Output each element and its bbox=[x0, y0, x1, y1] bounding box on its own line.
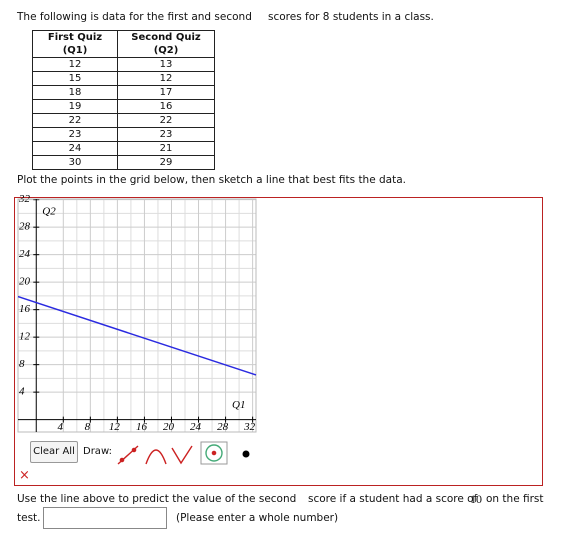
x-tick-label: 12 bbox=[109, 421, 121, 433]
table-row: 30 29 bbox=[32, 155, 215, 170]
answer-input[interactable] bbox=[43, 507, 167, 529]
header-cell: Second Quiz (Q2) bbox=[117, 30, 215, 58]
question-text: Use the line above to predict the value … bbox=[17, 493, 297, 505]
y-tick-label: 24 bbox=[19, 248, 31, 260]
x-tick-label: 16 bbox=[136, 421, 148, 433]
y-tick-label: 16 bbox=[19, 303, 31, 315]
fit-line bbox=[17, 295, 257, 376]
y-tick-label: 8 bbox=[19, 358, 25, 370]
instruction: Plot the points in the grid below, then … bbox=[17, 174, 407, 186]
table-row: 19 16 bbox=[32, 99, 215, 114]
x-axis-label: Q1 bbox=[232, 399, 245, 411]
question-text: test. bbox=[17, 512, 41, 524]
x-tick-label: 4 bbox=[58, 421, 64, 433]
x-tick-label: 28 bbox=[217, 421, 229, 433]
table-cell: 30 bbox=[32, 155, 118, 170]
y-tick-label: 4 bbox=[19, 386, 25, 398]
x-tick-label: 24 bbox=[190, 421, 202, 433]
question-text: on the first bbox=[486, 493, 544, 505]
question-number: 10 bbox=[470, 492, 482, 506]
plot-border bbox=[17, 198, 257, 433]
data-table: First Quiz (Q1) Second Quiz (Q2) 12 13 15 12 1… bbox=[32, 30, 215, 170]
close-icon[interactable]: × bbox=[19, 468, 30, 483]
y-tick-label: 28 bbox=[19, 221, 31, 233]
x-tick-label: 32 bbox=[243, 421, 256, 433]
question-text: score if a student had a score of bbox=[308, 493, 478, 505]
table-cell: 29 bbox=[117, 155, 215, 170]
y-tick-label: 20 bbox=[19, 276, 31, 288]
x-tick-label: 8 bbox=[85, 421, 91, 433]
y-tick-label: 12 bbox=[19, 331, 31, 343]
intro-text: scores for 8 students in a class. bbox=[268, 11, 434, 23]
table-row: 15 12 bbox=[32, 71, 215, 86]
table-row: 18 17 bbox=[32, 85, 215, 100]
intro-text: The following is data for the first and … bbox=[17, 11, 252, 23]
graph-frame bbox=[14, 197, 543, 486]
draw-label: Draw: bbox=[83, 446, 112, 457]
x-tick-label: 20 bbox=[163, 421, 175, 433]
y-axis-label: Q2 bbox=[42, 206, 56, 218]
clear-all-button[interactable]: Clear All bbox=[30, 441, 78, 463]
header-row: First Quiz (Q1) Second Quiz (Q2) bbox=[32, 30, 215, 58]
draw-tools[interactable] bbox=[117, 441, 250, 465]
hint: (Please enter a whole number) bbox=[176, 512, 339, 524]
table-row: 24 21 bbox=[32, 141, 215, 156]
